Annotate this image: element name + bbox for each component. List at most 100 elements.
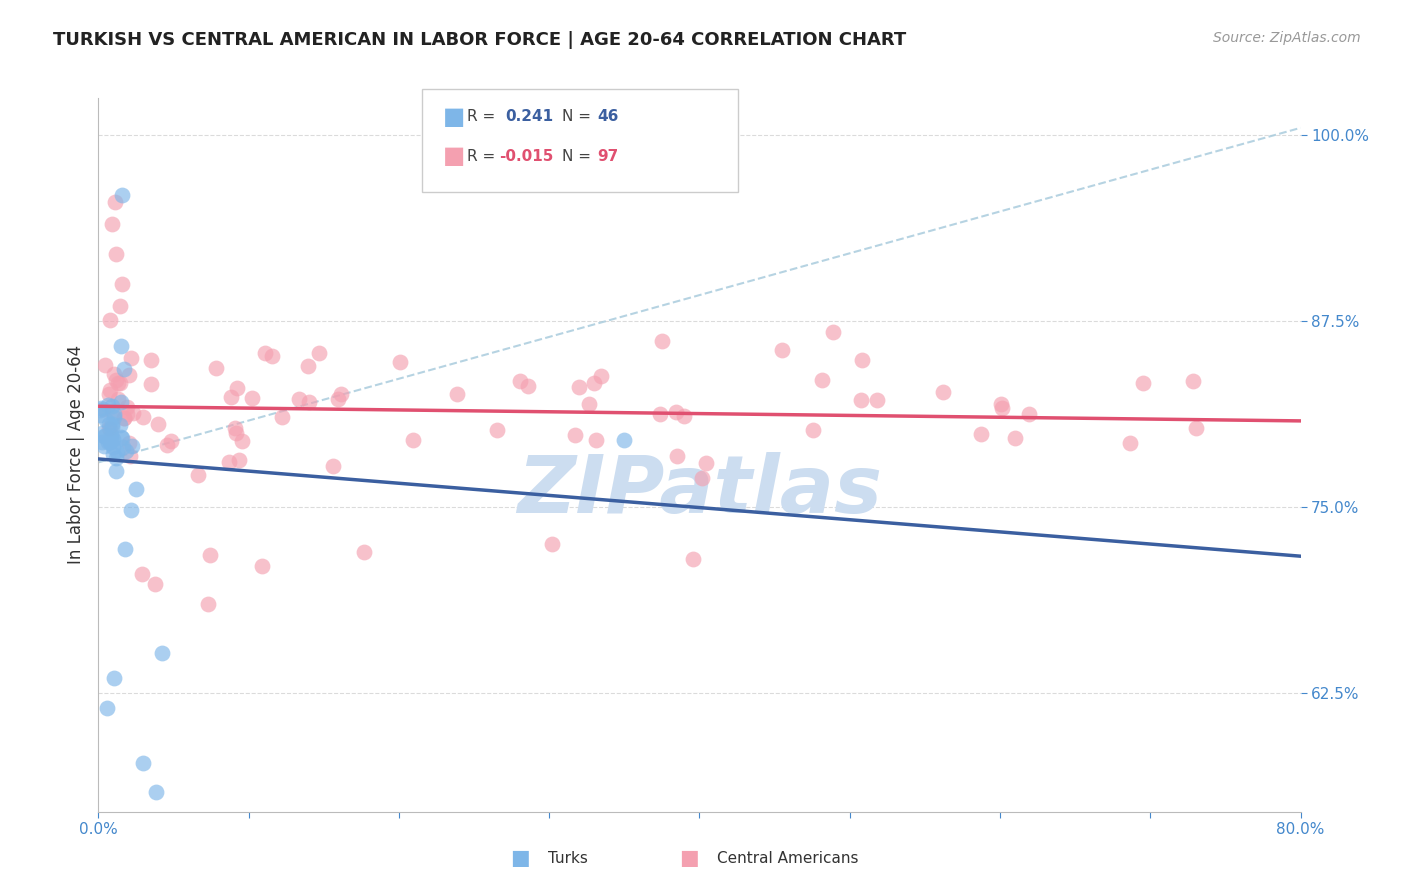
Point [114, 541, 136, 556]
Point [103, 407, 125, 421]
Point [564, 428, 586, 442]
Point [105, 450, 128, 465]
Point [89, 403, 111, 417]
Point [111, 431, 134, 445]
Point [682, 552, 704, 566]
Point [94, 429, 117, 443]
Point [198, 548, 221, 562]
Point [104, 464, 127, 478]
Point [97, 435, 120, 450]
Text: ■: ■ [443, 105, 465, 128]
Point [104, 374, 127, 388]
Point [851, 352, 873, 367]
Point [250, 559, 273, 574]
Point [112, 411, 135, 425]
Point [231, 434, 253, 448]
Point [143, 577, 166, 591]
Point [665, 405, 688, 419]
Text: N =: N = [562, 149, 596, 163]
Point [101, 440, 124, 454]
Point [197, 597, 219, 611]
Point [105, 445, 128, 459]
Point [120, 351, 142, 366]
Point [240, 391, 263, 405]
Point [103, 671, 125, 685]
Point [90, 401, 112, 415]
Text: TURKISH VS CENTRAL AMERICAN IN LABOR FORCE | AGE 20-64 CORRELATION CHART: TURKISH VS CENTRAL AMERICAN IN LABOR FOR… [53, 31, 907, 49]
Point [100, 434, 122, 449]
Point [121, 439, 143, 453]
Text: 0.241: 0.241 [505, 110, 553, 124]
Point [270, 409, 292, 424]
Point [114, 444, 136, 458]
Point [108, 299, 131, 313]
Point [851, 393, 873, 408]
Point [1184, 421, 1206, 435]
Point [260, 349, 283, 363]
Point [131, 566, 153, 581]
Point [690, 471, 713, 485]
Point [225, 426, 247, 441]
Point [110, 429, 132, 443]
Point [582, 376, 605, 390]
Point [308, 346, 330, 360]
Point [770, 343, 793, 358]
Point [90, 426, 112, 441]
Point [101, 447, 124, 461]
Point [103, 410, 125, 425]
Point [108, 417, 131, 432]
Point [156, 438, 179, 452]
Point [541, 537, 564, 551]
Point [991, 401, 1014, 415]
Point [651, 334, 673, 348]
Point [695, 456, 717, 470]
Point [112, 361, 135, 376]
Text: 46: 46 [598, 110, 619, 124]
Point [100, 431, 122, 445]
Y-axis label: In Labor Force | Age 20-64: In Labor Force | Age 20-64 [66, 345, 84, 565]
Point [89, 408, 111, 422]
Text: ■: ■ [510, 848, 530, 868]
Point [121, 503, 143, 517]
Point [100, 417, 122, 431]
Point [402, 434, 425, 448]
Point [98, 421, 121, 435]
Point [509, 374, 531, 388]
Point [122, 406, 145, 420]
Point [253, 346, 276, 360]
Point [108, 376, 131, 390]
Point [801, 423, 824, 437]
Point [98, 313, 121, 327]
Point [111, 187, 134, 202]
Point [101, 218, 124, 232]
Point [97, 398, 120, 412]
Text: -0.015: -0.015 [499, 149, 554, 163]
Point [665, 450, 688, 464]
Text: ■: ■ [443, 145, 465, 168]
Text: Turks: Turks [548, 851, 588, 865]
Point [103, 367, 125, 381]
Point [110, 339, 132, 353]
Text: N =: N = [562, 110, 596, 124]
Point [98, 386, 121, 401]
Text: R =: R = [467, 110, 501, 124]
Point [93, 439, 115, 453]
Point [1182, 374, 1205, 388]
Point [1004, 431, 1026, 445]
Point [486, 424, 509, 438]
Point [218, 455, 240, 469]
Point [98, 422, 121, 436]
Point [112, 440, 135, 454]
Point [104, 195, 127, 210]
Point [578, 397, 600, 411]
Point [131, 410, 153, 425]
Point [118, 436, 141, 450]
Point [205, 360, 228, 375]
Point [91, 435, 114, 450]
Point [160, 434, 183, 448]
Text: 97: 97 [598, 149, 619, 163]
Point [219, 390, 242, 404]
Point [110, 395, 132, 409]
Point [326, 392, 349, 407]
Point [821, 325, 844, 339]
